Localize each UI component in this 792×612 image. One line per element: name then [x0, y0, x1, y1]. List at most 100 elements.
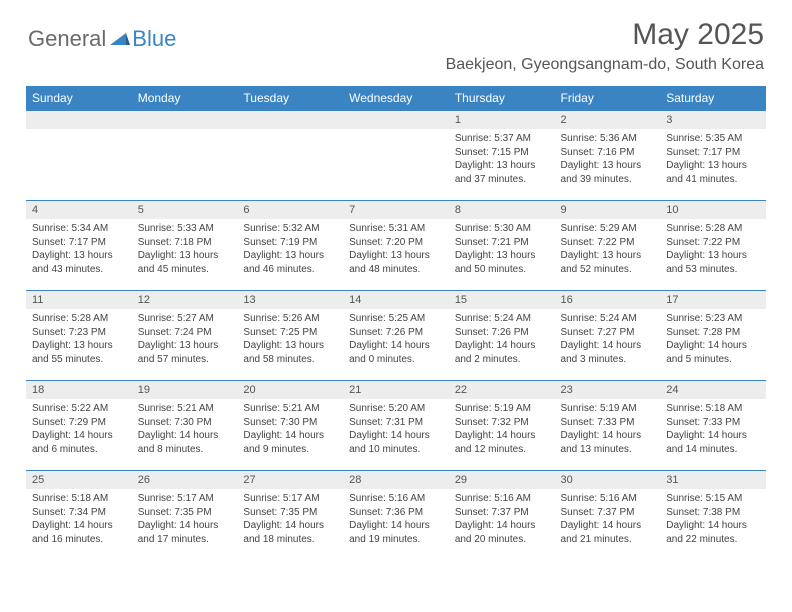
- calendar-day-cell: 7Sunrise: 5:31 AMSunset: 7:20 PMDaylight…: [343, 201, 449, 291]
- day-number: 9: [555, 201, 661, 219]
- calendar-day-cell: 31Sunrise: 5:15 AMSunset: 7:38 PMDayligh…: [660, 471, 766, 561]
- calendar-week-row: 4Sunrise: 5:34 AMSunset: 7:17 PMDaylight…: [26, 201, 766, 291]
- calendar-day-cell: 14Sunrise: 5:25 AMSunset: 7:26 PMDayligh…: [343, 291, 449, 381]
- day-number: 8: [449, 201, 555, 219]
- calendar-day-cell: 22Sunrise: 5:19 AMSunset: 7:32 PMDayligh…: [449, 381, 555, 471]
- calendar-day-cell: 28Sunrise: 5:16 AMSunset: 7:36 PMDayligh…: [343, 471, 449, 561]
- brand-triangle-icon: [110, 31, 130, 47]
- page-header: General Blue May 2025 Baekjeon, Gyeongsa…: [0, 0, 792, 78]
- weekday-header: Saturday: [660, 86, 766, 111]
- day-number: 27: [237, 471, 343, 489]
- day-number: 16: [555, 291, 661, 309]
- day-number: 30: [555, 471, 661, 489]
- calendar-day-cell: 27Sunrise: 5:17 AMSunset: 7:35 PMDayligh…: [237, 471, 343, 561]
- day-number: 20: [237, 381, 343, 399]
- day-details: Sunrise: 5:17 AMSunset: 7:35 PMDaylight:…: [237, 489, 343, 550]
- calendar-day-cell: 17Sunrise: 5:23 AMSunset: 7:28 PMDayligh…: [660, 291, 766, 381]
- weekday-header: Sunday: [26, 86, 132, 111]
- day-number: 28: [343, 471, 449, 489]
- day-details: Sunrise: 5:19 AMSunset: 7:32 PMDaylight:…: [449, 399, 555, 460]
- day-details: Sunrise: 5:28 AMSunset: 7:23 PMDaylight:…: [26, 309, 132, 370]
- day-number: 7: [343, 201, 449, 219]
- day-number: 1: [449, 111, 555, 129]
- calendar-week-row: 1Sunrise: 5:37 AMSunset: 7:15 PMDaylight…: [26, 111, 766, 201]
- day-number: 26: [132, 471, 238, 489]
- day-details: [132, 129, 238, 179]
- weekday-header: Tuesday: [237, 86, 343, 111]
- day-details: Sunrise: 5:21 AMSunset: 7:30 PMDaylight:…: [237, 399, 343, 460]
- day-number: 29: [449, 471, 555, 489]
- month-title: May 2025: [446, 18, 764, 52]
- weekday-header: Friday: [555, 86, 661, 111]
- day-number: 19: [132, 381, 238, 399]
- calendar-day-cell: 12Sunrise: 5:27 AMSunset: 7:24 PMDayligh…: [132, 291, 238, 381]
- day-number: 24: [660, 381, 766, 399]
- calendar-empty-cell: [237, 111, 343, 201]
- day-number: 15: [449, 291, 555, 309]
- day-details: Sunrise: 5:19 AMSunset: 7:33 PMDaylight:…: [555, 399, 661, 460]
- calendar-empty-cell: [26, 111, 132, 201]
- day-details: Sunrise: 5:24 AMSunset: 7:26 PMDaylight:…: [449, 309, 555, 370]
- brand-logo: General Blue: [28, 18, 176, 52]
- day-number: 12: [132, 291, 238, 309]
- calendar-day-cell: 8Sunrise: 5:30 AMSunset: 7:21 PMDaylight…: [449, 201, 555, 291]
- day-number: [132, 111, 238, 129]
- day-details: Sunrise: 5:23 AMSunset: 7:28 PMDaylight:…: [660, 309, 766, 370]
- calendar-week-row: 25Sunrise: 5:18 AMSunset: 7:34 PMDayligh…: [26, 471, 766, 561]
- calendar-day-cell: 24Sunrise: 5:18 AMSunset: 7:33 PMDayligh…: [660, 381, 766, 471]
- day-details: Sunrise: 5:18 AMSunset: 7:33 PMDaylight:…: [660, 399, 766, 460]
- day-number: 6: [237, 201, 343, 219]
- calendar-day-cell: 18Sunrise: 5:22 AMSunset: 7:29 PMDayligh…: [26, 381, 132, 471]
- location-subtitle: Baekjeon, Gyeongsangnam-do, South Korea: [446, 56, 764, 74]
- day-details: [26, 129, 132, 179]
- day-details: [237, 129, 343, 179]
- day-number: 13: [237, 291, 343, 309]
- calendar-day-cell: 15Sunrise: 5:24 AMSunset: 7:26 PMDayligh…: [449, 291, 555, 381]
- calendar-day-cell: 4Sunrise: 5:34 AMSunset: 7:17 PMDaylight…: [26, 201, 132, 291]
- weekday-header: Wednesday: [343, 86, 449, 111]
- day-number: 25: [26, 471, 132, 489]
- calendar-day-cell: 3Sunrise: 5:35 AMSunset: 7:17 PMDaylight…: [660, 111, 766, 201]
- day-number: 23: [555, 381, 661, 399]
- calendar-day-cell: 11Sunrise: 5:28 AMSunset: 7:23 PMDayligh…: [26, 291, 132, 381]
- day-number: 22: [449, 381, 555, 399]
- day-details: Sunrise: 5:37 AMSunset: 7:15 PMDaylight:…: [449, 129, 555, 190]
- day-number: [343, 111, 449, 129]
- day-number: 3: [660, 111, 766, 129]
- day-details: Sunrise: 5:20 AMSunset: 7:31 PMDaylight:…: [343, 399, 449, 460]
- day-number: 14: [343, 291, 449, 309]
- calendar-week-row: 18Sunrise: 5:22 AMSunset: 7:29 PMDayligh…: [26, 381, 766, 471]
- calendar-day-cell: 2Sunrise: 5:36 AMSunset: 7:16 PMDaylight…: [555, 111, 661, 201]
- calendar-body: 1Sunrise: 5:37 AMSunset: 7:15 PMDaylight…: [26, 111, 766, 561]
- day-details: Sunrise: 5:22 AMSunset: 7:29 PMDaylight:…: [26, 399, 132, 460]
- day-details: Sunrise: 5:21 AMSunset: 7:30 PMDaylight:…: [132, 399, 238, 460]
- day-number: 17: [660, 291, 766, 309]
- day-details: Sunrise: 5:17 AMSunset: 7:35 PMDaylight:…: [132, 489, 238, 550]
- day-details: Sunrise: 5:24 AMSunset: 7:27 PMDaylight:…: [555, 309, 661, 370]
- day-details: Sunrise: 5:16 AMSunset: 7:36 PMDaylight:…: [343, 489, 449, 550]
- calendar-table: SundayMondayTuesdayWednesdayThursdayFrid…: [26, 86, 766, 561]
- calendar-day-cell: 21Sunrise: 5:20 AMSunset: 7:31 PMDayligh…: [343, 381, 449, 471]
- day-details: Sunrise: 5:16 AMSunset: 7:37 PMDaylight:…: [449, 489, 555, 550]
- calendar-day-cell: 10Sunrise: 5:28 AMSunset: 7:22 PMDayligh…: [660, 201, 766, 291]
- day-details: Sunrise: 5:29 AMSunset: 7:22 PMDaylight:…: [555, 219, 661, 280]
- calendar-empty-cell: [132, 111, 238, 201]
- day-number: [237, 111, 343, 129]
- day-details: Sunrise: 5:16 AMSunset: 7:37 PMDaylight:…: [555, 489, 661, 550]
- calendar-day-cell: 19Sunrise: 5:21 AMSunset: 7:30 PMDayligh…: [132, 381, 238, 471]
- day-number: [26, 111, 132, 129]
- day-number: 4: [26, 201, 132, 219]
- calendar-day-cell: 23Sunrise: 5:19 AMSunset: 7:33 PMDayligh…: [555, 381, 661, 471]
- day-details: Sunrise: 5:35 AMSunset: 7:17 PMDaylight:…: [660, 129, 766, 190]
- day-number: 11: [26, 291, 132, 309]
- day-number: 31: [660, 471, 766, 489]
- calendar-day-cell: 1Sunrise: 5:37 AMSunset: 7:15 PMDaylight…: [449, 111, 555, 201]
- calendar-day-cell: 29Sunrise: 5:16 AMSunset: 7:37 PMDayligh…: [449, 471, 555, 561]
- calendar-day-cell: 25Sunrise: 5:18 AMSunset: 7:34 PMDayligh…: [26, 471, 132, 561]
- day-details: Sunrise: 5:32 AMSunset: 7:19 PMDaylight:…: [237, 219, 343, 280]
- calendar-day-cell: 16Sunrise: 5:24 AMSunset: 7:27 PMDayligh…: [555, 291, 661, 381]
- calendar-day-cell: 20Sunrise: 5:21 AMSunset: 7:30 PMDayligh…: [237, 381, 343, 471]
- weekday-header: Thursday: [449, 86, 555, 111]
- calendar-day-cell: 30Sunrise: 5:16 AMSunset: 7:37 PMDayligh…: [555, 471, 661, 561]
- day-details: Sunrise: 5:26 AMSunset: 7:25 PMDaylight:…: [237, 309, 343, 370]
